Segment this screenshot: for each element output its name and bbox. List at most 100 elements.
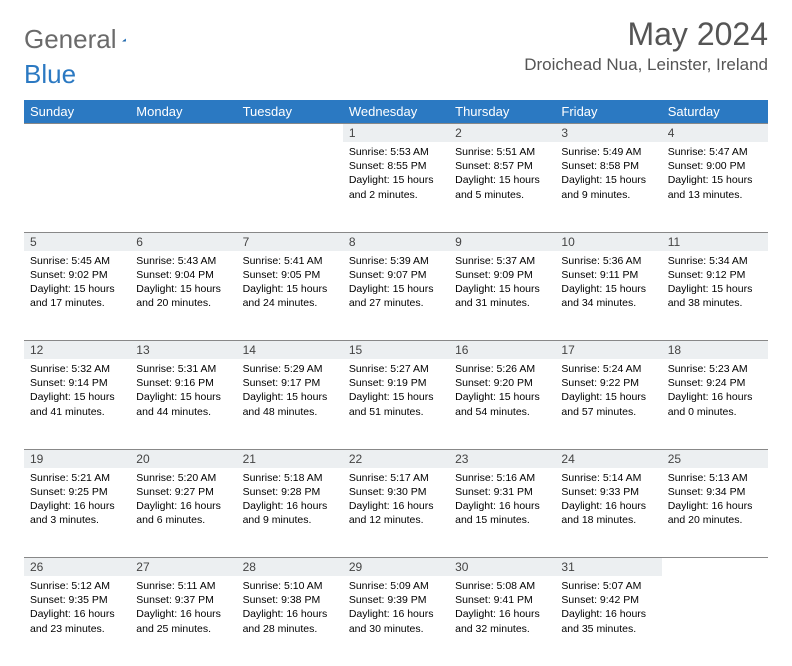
day-number: 9 xyxy=(449,232,555,251)
daylight-line: Daylight: 15 hours and 5 minutes. xyxy=(455,173,549,201)
day-number: 7 xyxy=(237,232,343,251)
daylight-line: Daylight: 16 hours and 18 minutes. xyxy=(561,499,655,527)
day-number: 8 xyxy=(343,232,449,251)
daylight-line: Daylight: 16 hours and 9 minutes. xyxy=(243,499,337,527)
logo: General xyxy=(24,24,150,55)
sunrise-line: Sunrise: 5:49 AM xyxy=(561,145,655,159)
sunset-line: Sunset: 9:07 PM xyxy=(349,268,443,282)
day-number: 1 xyxy=(343,124,449,143)
sunset-line: Sunset: 9:11 PM xyxy=(561,268,655,282)
sunset-line: Sunset: 8:58 PM xyxy=(561,159,655,173)
day-number: 18 xyxy=(662,341,768,360)
daylight-line: Daylight: 15 hours and 20 minutes. xyxy=(136,282,230,310)
daylight-line: Daylight: 16 hours and 0 minutes. xyxy=(668,390,762,418)
day-cell: Sunrise: 5:36 AMSunset: 9:11 PMDaylight:… xyxy=(555,251,661,341)
sunset-line: Sunset: 9:27 PM xyxy=(136,485,230,499)
day-number: 12 xyxy=(24,341,130,360)
week-row: Sunrise: 5:32 AMSunset: 9:14 PMDaylight:… xyxy=(24,359,768,449)
day-content: Sunrise: 5:24 AMSunset: 9:22 PMDaylight:… xyxy=(555,359,661,425)
day-content: Sunrise: 5:49 AMSunset: 8:58 PMDaylight:… xyxy=(555,142,661,208)
day-number: 24 xyxy=(555,449,661,468)
day-content: Sunrise: 5:08 AMSunset: 9:41 PMDaylight:… xyxy=(449,576,555,642)
day-content: Sunrise: 5:23 AMSunset: 9:24 PMDaylight:… xyxy=(662,359,768,425)
sunset-line: Sunset: 9:14 PM xyxy=(30,376,124,390)
daylight-line: Daylight: 15 hours and 38 minutes. xyxy=(668,282,762,310)
sunset-line: Sunset: 9:17 PM xyxy=(243,376,337,390)
daynum-row: 19202122232425 xyxy=(24,449,768,468)
day-content: Sunrise: 5:09 AMSunset: 9:39 PMDaylight:… xyxy=(343,576,449,642)
daylight-line: Daylight: 16 hours and 3 minutes. xyxy=(30,499,124,527)
sunset-line: Sunset: 9:28 PM xyxy=(243,485,337,499)
day-content: Sunrise: 5:47 AMSunset: 9:00 PMDaylight:… xyxy=(662,142,768,208)
sunset-line: Sunset: 9:25 PM xyxy=(30,485,124,499)
day-number: 29 xyxy=(343,558,449,577)
day-cell: Sunrise: 5:10 AMSunset: 9:38 PMDaylight:… xyxy=(237,576,343,666)
day-content: Sunrise: 5:53 AMSunset: 8:55 PMDaylight:… xyxy=(343,142,449,208)
day-number xyxy=(24,124,130,143)
day-content: Sunrise: 5:51 AMSunset: 8:57 PMDaylight:… xyxy=(449,142,555,208)
sunrise-line: Sunrise: 5:10 AM xyxy=(243,579,337,593)
day-cell: Sunrise: 5:34 AMSunset: 9:12 PMDaylight:… xyxy=(662,251,768,341)
day-cell: Sunrise: 5:43 AMSunset: 9:04 PMDaylight:… xyxy=(130,251,236,341)
week-row: Sunrise: 5:21 AMSunset: 9:25 PMDaylight:… xyxy=(24,468,768,558)
sunset-line: Sunset: 9:38 PM xyxy=(243,593,337,607)
day-cell: Sunrise: 5:21 AMSunset: 9:25 PMDaylight:… xyxy=(24,468,130,558)
calendar-table: Sunday Monday Tuesday Wednesday Thursday… xyxy=(24,100,768,666)
dow-mon: Monday xyxy=(130,100,236,124)
daylight-line: Daylight: 15 hours and 48 minutes. xyxy=(243,390,337,418)
sunrise-line: Sunrise: 5:12 AM xyxy=(30,579,124,593)
sunset-line: Sunset: 9:37 PM xyxy=(136,593,230,607)
daylight-line: Daylight: 15 hours and 2 minutes. xyxy=(349,173,443,201)
sunrise-line: Sunrise: 5:37 AM xyxy=(455,254,549,268)
day-cell: Sunrise: 5:53 AMSunset: 8:55 PMDaylight:… xyxy=(343,142,449,232)
day-number: 14 xyxy=(237,341,343,360)
day-number: 5 xyxy=(24,232,130,251)
sunset-line: Sunset: 9:12 PM xyxy=(668,268,762,282)
dow-thu: Thursday xyxy=(449,100,555,124)
sunrise-line: Sunrise: 5:34 AM xyxy=(668,254,762,268)
day-cell: Sunrise: 5:08 AMSunset: 9:41 PMDaylight:… xyxy=(449,576,555,666)
day-content: Sunrise: 5:29 AMSunset: 9:17 PMDaylight:… xyxy=(237,359,343,425)
day-number: 25 xyxy=(662,449,768,468)
dow-fri: Friday xyxy=(555,100,661,124)
sunrise-line: Sunrise: 5:17 AM xyxy=(349,471,443,485)
week-row: Sunrise: 5:53 AMSunset: 8:55 PMDaylight:… xyxy=(24,142,768,232)
sunset-line: Sunset: 9:09 PM xyxy=(455,268,549,282)
sunrise-line: Sunrise: 5:23 AM xyxy=(668,362,762,376)
day-cell: Sunrise: 5:11 AMSunset: 9:37 PMDaylight:… xyxy=(130,576,236,666)
sunset-line: Sunset: 8:57 PM xyxy=(455,159,549,173)
sunrise-line: Sunrise: 5:11 AM xyxy=(136,579,230,593)
logo-swoosh-icon xyxy=(122,29,126,51)
daynum-row: 12131415161718 xyxy=(24,341,768,360)
week-row: Sunrise: 5:12 AMSunset: 9:35 PMDaylight:… xyxy=(24,576,768,666)
sunrise-line: Sunrise: 5:24 AM xyxy=(561,362,655,376)
day-content: Sunrise: 5:18 AMSunset: 9:28 PMDaylight:… xyxy=(237,468,343,534)
sunrise-line: Sunrise: 5:09 AM xyxy=(349,579,443,593)
daylight-line: Daylight: 16 hours and 6 minutes. xyxy=(136,499,230,527)
daylight-line: Daylight: 15 hours and 27 minutes. xyxy=(349,282,443,310)
day-number xyxy=(237,124,343,143)
day-number: 21 xyxy=(237,449,343,468)
day-content: Sunrise: 5:13 AMSunset: 9:34 PMDaylight:… xyxy=(662,468,768,534)
sunset-line: Sunset: 9:42 PM xyxy=(561,593,655,607)
sunrise-line: Sunrise: 5:08 AM xyxy=(455,579,549,593)
sunrise-line: Sunrise: 5:45 AM xyxy=(30,254,124,268)
day-number: 3 xyxy=(555,124,661,143)
day-content: Sunrise: 5:39 AMSunset: 9:07 PMDaylight:… xyxy=(343,251,449,317)
sunset-line: Sunset: 9:04 PM xyxy=(136,268,230,282)
sunrise-line: Sunrise: 5:16 AM xyxy=(455,471,549,485)
sunrise-line: Sunrise: 5:36 AM xyxy=(561,254,655,268)
day-cell: Sunrise: 5:37 AMSunset: 9:09 PMDaylight:… xyxy=(449,251,555,341)
sunset-line: Sunset: 9:41 PM xyxy=(455,593,549,607)
sunset-line: Sunset: 9:31 PM xyxy=(455,485,549,499)
sunrise-line: Sunrise: 5:07 AM xyxy=(561,579,655,593)
day-cell xyxy=(237,142,343,232)
day-content: Sunrise: 5:07 AMSunset: 9:42 PMDaylight:… xyxy=(555,576,661,642)
day-number: 6 xyxy=(130,232,236,251)
daylight-line: Daylight: 15 hours and 17 minutes. xyxy=(30,282,124,310)
week-row: Sunrise: 5:45 AMSunset: 9:02 PMDaylight:… xyxy=(24,251,768,341)
sunrise-line: Sunrise: 5:51 AM xyxy=(455,145,549,159)
day-cell: Sunrise: 5:41 AMSunset: 9:05 PMDaylight:… xyxy=(237,251,343,341)
day-cell: Sunrise: 5:29 AMSunset: 9:17 PMDaylight:… xyxy=(237,359,343,449)
day-cell: Sunrise: 5:24 AMSunset: 9:22 PMDaylight:… xyxy=(555,359,661,449)
